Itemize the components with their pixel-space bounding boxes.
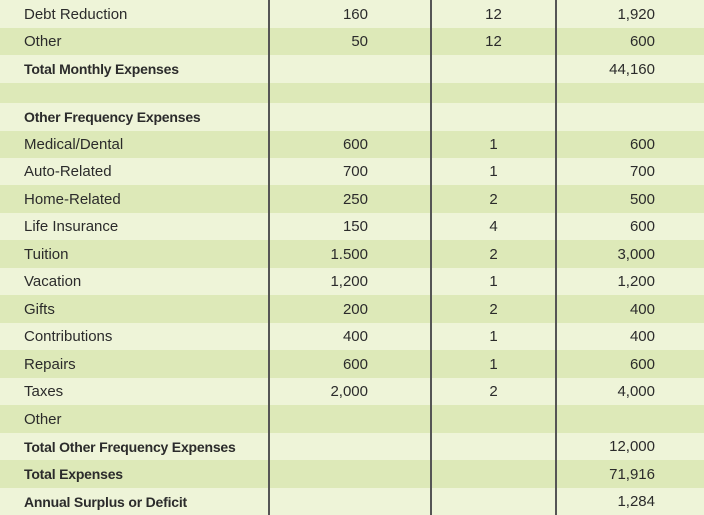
row-total: 3,000: [555, 240, 704, 268]
row-frequency: 2: [430, 185, 555, 213]
row-total: 600: [555, 131, 704, 158]
row-label: Taxes: [24, 383, 64, 400]
table-row: Contributions 400 1 400: [0, 323, 704, 350]
table-row: Total Expenses 71,916: [0, 460, 704, 488]
row-total: 400: [555, 323, 704, 350]
table-row: Home-Related 250 2 500: [0, 185, 704, 213]
row-amount: [268, 488, 430, 515]
row-label: Total Monthly Expenses: [24, 61, 179, 77]
row-amount: 150: [268, 213, 430, 240]
row-amount: 400: [268, 323, 430, 350]
row-frequency: 12: [430, 0, 555, 28]
row-label: Other: [24, 33, 62, 50]
row-frequency: 1: [430, 268, 555, 295]
row-amount: 1.500: [268, 240, 430, 268]
row-frequency: 1: [430, 131, 555, 158]
table-row: Gifts 200 2 400: [0, 295, 704, 323]
row-label: Home-Related: [24, 190, 121, 208]
table-row: Annual Surplus or Deficit 1,284: [0, 488, 704, 515]
row-amount: 160: [268, 0, 430, 28]
row-amount: 600: [268, 350, 430, 378]
table-row: Vacation 1,200 1 1,200: [0, 268, 704, 295]
table-row: Total Other Frequency Expenses 12,000: [0, 433, 704, 460]
row-label: Total Expenses: [24, 466, 123, 482]
row-frequency: 2: [430, 295, 555, 323]
row-amount: 1,200: [268, 268, 430, 295]
row-total: 12,000: [555, 433, 704, 460]
row-total: [555, 83, 704, 103]
row-label: Total Other Frequency Expenses: [24, 438, 236, 455]
row-frequency: 2: [430, 378, 555, 405]
table-row: Other Frequency Expenses: [0, 103, 704, 131]
table-row: Life Insurance 150 4 600: [0, 213, 704, 240]
row-frequency: 1: [430, 350, 555, 378]
row-total: 600: [555, 28, 704, 55]
row-frequency: [430, 405, 555, 433]
table-row: Taxes 2,000 2 4,000: [0, 378, 704, 405]
row-label: Annual Surplus or Deficit: [24, 493, 188, 510]
row-frequency: 12: [430, 28, 555, 55]
row-total: 71,916: [555, 460, 704, 488]
row-amount: 2,000: [268, 378, 430, 405]
row-frequency: 4: [430, 213, 555, 240]
row-amount: [268, 103, 430, 131]
row-frequency: [430, 488, 555, 515]
table-row: Debt Reduction 160 12 1,920: [0, 0, 704, 28]
table-row: Other: [0, 405, 704, 433]
row-amount: [268, 405, 430, 433]
row-amount: [268, 83, 430, 103]
row-label: Other: [24, 410, 62, 428]
row-total: 600: [555, 350, 704, 378]
row-frequency: 1: [430, 158, 555, 185]
table-row: Medical/Dental 600 1 600: [0, 131, 704, 158]
row-total: [555, 103, 704, 131]
row-label: Repairs: [24, 355, 76, 373]
row-total: 1,200: [555, 268, 704, 295]
row-total: 500: [555, 185, 704, 213]
row-frequency: [430, 103, 555, 131]
row-total: 1,284: [555, 488, 704, 515]
row-label: Auto-Related: [24, 163, 112, 180]
row-total: 400: [555, 295, 704, 323]
row-amount: 50: [268, 28, 430, 55]
row-amount: 700: [268, 158, 430, 185]
row-label: Gifts: [24, 300, 55, 318]
row-amount: [268, 55, 430, 83]
row-frequency: [430, 55, 555, 83]
table-row: Tuition 1.500 2 3,000: [0, 240, 704, 268]
table-row: Repairs 600 1 600: [0, 350, 704, 378]
row-label: Vacation: [24, 273, 82, 290]
row-label: Other Frequency Expenses: [24, 109, 201, 125]
row-total: 600: [555, 213, 704, 240]
row-total: 44,160: [555, 55, 704, 83]
row-label: Tuition: [24, 245, 69, 263]
row-total: 4,000: [555, 378, 704, 405]
row-amount: 200: [268, 295, 430, 323]
table-row: Other 50 12 600: [0, 28, 704, 55]
row-amount: [268, 433, 430, 460]
table-row: Auto-Related 700 1 700: [0, 158, 704, 185]
row-amount: 600: [268, 131, 430, 158]
table-row: Total Monthly Expenses 44,160: [0, 55, 704, 83]
row-total: [555, 405, 704, 433]
row-amount: [268, 460, 430, 488]
row-amount: 250: [268, 185, 430, 213]
row-label: Life Insurance: [24, 218, 119, 235]
row-frequency: 2: [430, 240, 555, 268]
row-label: Contributions: [24, 328, 113, 345]
row-label: Debt Reduction: [24, 5, 128, 23]
row-frequency: [430, 83, 555, 103]
row-total: 700: [555, 158, 704, 185]
row-frequency: [430, 433, 555, 460]
row-total: 1,920: [555, 0, 704, 28]
row-frequency: 1: [430, 323, 555, 350]
row-frequency: [430, 460, 555, 488]
row-label: Medical/Dental: [24, 136, 124, 153]
table-row: [0, 83, 704, 103]
row-label: [0, 83, 268, 103]
